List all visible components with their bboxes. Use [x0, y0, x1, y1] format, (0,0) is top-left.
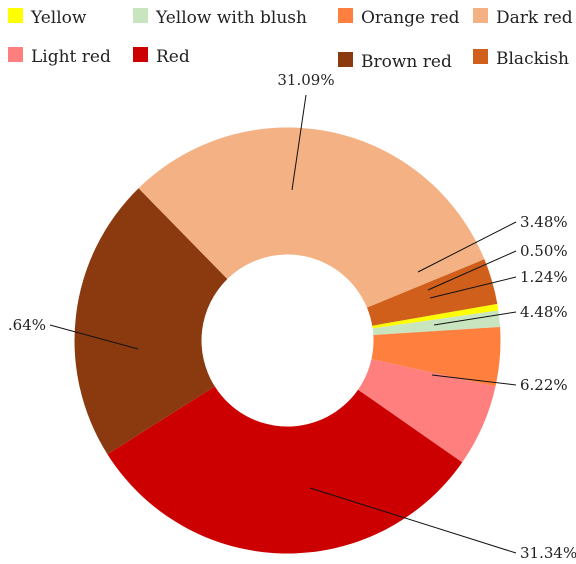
chart-leader-lines	[49, 94, 517, 554]
slice-blackish	[366, 259, 498, 326]
legend-label-orange-red: Orange red	[361, 8, 460, 28]
leader-line-dark-red	[291, 94, 307, 191]
legend-item-orange-red: Orange red	[338, 8, 460, 28]
legend-item-yellow: Yellow	[8, 8, 87, 28]
leader-line-yellow-with-blush	[429, 276, 517, 299]
legend-label-dark-red: Dark red	[496, 8, 573, 28]
slice-orange-red	[371, 326, 501, 387]
legend-swatch-dark-red	[473, 8, 488, 23]
legend-item-brown-red: Brown red	[338, 52, 452, 72]
legend-swatch-yellow	[8, 8, 23, 23]
legend-label-brown-red: Brown red	[361, 52, 452, 72]
legend-swatch-blackish	[473, 49, 488, 64]
slice-yellow	[372, 303, 499, 329]
chart-legend: Yellow Yellow with blush Orange red Dark re…	[8, 8, 573, 72]
slice-red	[107, 386, 463, 554]
slice-light-red	[358, 359, 496, 463]
legend-label-blackish: Blackish	[496, 49, 569, 69]
legend-label-yellow: Yellow	[30, 8, 87, 28]
legend-label-yellow-with-blush: Yellow with blush	[155, 8, 307, 28]
legend-item-light-red: Light red	[8, 47, 111, 67]
slice-dark-red	[138, 127, 485, 308]
legend-swatch-red	[133, 47, 148, 62]
legend-swatch-yellow-with-blush	[133, 8, 148, 23]
chart-slices	[74, 127, 501, 554]
slice-brown-red	[74, 188, 228, 455]
data-label-brown-red: .64%	[8, 316, 46, 334]
leader-line-light-red	[431, 374, 517, 386]
leader-line-blackish	[417, 221, 517, 273]
data-label-red: 31.34%	[520, 544, 576, 562]
leader-line-brown-red	[49, 324, 139, 350]
legend-swatch-light-red	[8, 47, 23, 62]
data-label-yellow-with-blush: 1.24%	[520, 268, 568, 286]
leader-line-orange-red	[433, 311, 517, 326]
leader-line-yellow	[427, 250, 517, 291]
leader-line-red	[309, 487, 517, 554]
data-label-yellow: 0.50%	[520, 242, 568, 260]
legend-label-light-red: Light red	[31, 47, 111, 67]
chart-data-labels: 0.50% 1.24% 4.48% 6.22% 31.34% .64% 31.09% 3.48…	[8, 71, 576, 562]
data-label-blackish: 3.48%	[520, 213, 568, 231]
legend-swatch-orange-red	[338, 8, 353, 23]
data-label-dark-red: 31.09%	[277, 71, 334, 89]
slice-yellow-with-blush	[372, 310, 501, 336]
data-label-orange-red: 4.48%	[520, 303, 568, 321]
legend-item-dark-red: Dark red	[473, 8, 573, 28]
legend-label-red: Red	[156, 47, 190, 67]
legend-item-blackish: Blackish	[473, 49, 569, 69]
data-label-light-red: 6.22%	[520, 376, 568, 394]
legend-item-yellow-with-blush: Yellow with blush	[133, 8, 307, 28]
legend-item-red: Red	[133, 47, 190, 67]
legend-swatch-brown-red	[338, 52, 353, 67]
